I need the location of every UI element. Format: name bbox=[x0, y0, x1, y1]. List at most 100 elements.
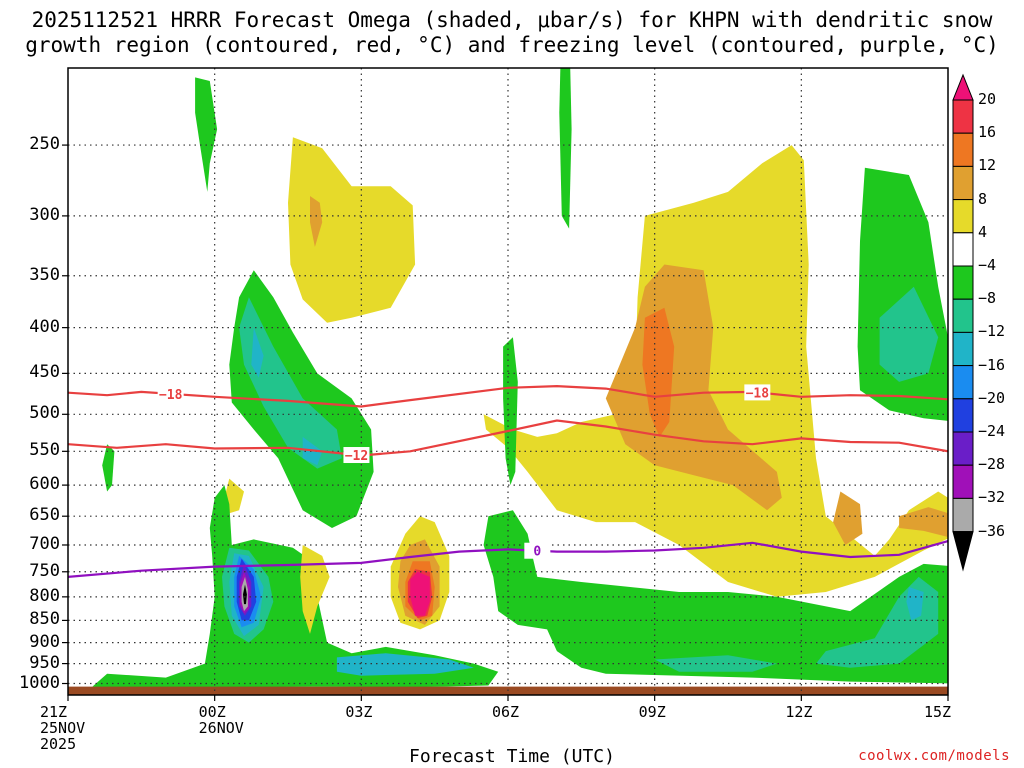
omega-region-29 bbox=[642, 307, 675, 437]
colorbar bbox=[952, 73, 974, 572]
x-tick-label: 03Z bbox=[345, 704, 372, 720]
y-tick-label: 250 bbox=[29, 134, 60, 155]
x-tick-time: 15Z bbox=[924, 703, 952, 721]
x-tick-time: 09Z bbox=[638, 703, 666, 721]
y-tick-label: 300 bbox=[29, 204, 60, 225]
colorbar-label: −24 bbox=[978, 422, 1006, 440]
contour-label-3: 0 bbox=[533, 545, 541, 560]
colorbar-swatch-4 bbox=[952, 199, 974, 234]
x-tick-time: 06Z bbox=[492, 703, 520, 721]
title-line-1: 2025112521 HRRR Forecast Omega (shaded, … bbox=[31, 8, 993, 32]
omega-region-24 bbox=[410, 571, 430, 616]
colorbar-label: 16 bbox=[978, 123, 997, 142]
colorbar-swatch-5 bbox=[952, 232, 974, 267]
omega-region-37 bbox=[559, 68, 572, 229]
colorbar-label: −36 bbox=[978, 521, 1006, 540]
grid-lines bbox=[68, 68, 948, 695]
contour-label-bg-3 bbox=[524, 542, 551, 559]
omega-region-33 bbox=[906, 587, 924, 621]
y-tick-label: 850 bbox=[29, 609, 60, 630]
omega-region-31 bbox=[654, 655, 777, 672]
y-tick-label: 350 bbox=[29, 264, 60, 285]
colorbar-label: −8 bbox=[978, 289, 997, 308]
x-tick-label: 15Z bbox=[924, 704, 951, 720]
x-tick-date: 2025 bbox=[40, 735, 77, 753]
x-axis-title: Forecast Time (UTC) bbox=[409, 746, 615, 767]
y-tick-label: 700 bbox=[29, 533, 60, 554]
y-tick-label: 400 bbox=[29, 316, 60, 337]
omega-region-36 bbox=[879, 286, 939, 382]
y-tick-label: 650 bbox=[29, 505, 60, 526]
omega-region-5 bbox=[251, 327, 264, 378]
colorbar-swatch-3 bbox=[952, 165, 974, 201]
plot-frame bbox=[62, 67, 949, 701]
x-tick-time: 12Z bbox=[785, 703, 813, 721]
omega-region-30 bbox=[483, 510, 948, 684]
colorbar-label: −4 bbox=[978, 256, 997, 274]
chart-title: 2025112521 HRRR Forecast Omega (shaded, … bbox=[0, 8, 1024, 58]
colorbar-swatch-1 bbox=[952, 99, 974, 134]
x-tick-date: 25NOV bbox=[40, 719, 86, 737]
omega-region-0 bbox=[195, 77, 218, 192]
x-tick-time: 21Z bbox=[40, 703, 68, 721]
isotherm-contours: −18 −18 −12 0 bbox=[68, 384, 948, 578]
x-tick-time: 03Z bbox=[345, 703, 373, 721]
contour-0 bbox=[68, 384, 948, 408]
y-tick-label: 1000 bbox=[19, 672, 60, 693]
colorbar-swatch-10 bbox=[952, 398, 974, 433]
y-tick-label: 750 bbox=[29, 560, 60, 581]
x-tick-time: 00Z bbox=[198, 703, 226, 721]
contour-label-bg-0 bbox=[157, 385, 184, 402]
colorbar-label: −20 bbox=[978, 388, 1006, 407]
colorbar-swatch-0 bbox=[952, 73, 974, 101]
omega-region-34 bbox=[503, 337, 518, 486]
y-tick-label: 550 bbox=[29, 440, 60, 461]
x-tick-label: 12Z bbox=[785, 704, 812, 720]
x-tick-date: 26NOV bbox=[198, 719, 244, 737]
contour-2 bbox=[68, 540, 948, 578]
colorbar-label: 8 bbox=[978, 189, 988, 208]
colorbar-label: −32 bbox=[978, 488, 1006, 507]
colorbar-swatch-9 bbox=[952, 365, 974, 400]
omega-shading bbox=[92, 68, 948, 690]
omega-region-28 bbox=[899, 507, 948, 537]
colorbar-swatch-2 bbox=[952, 132, 974, 167]
colorbar-swatch-11 bbox=[952, 431, 974, 466]
colorbar-label: 4 bbox=[978, 222, 988, 241]
contour-1 bbox=[68, 419, 948, 457]
colorbar-swatch-12 bbox=[952, 464, 974, 499]
omega-region-7 bbox=[102, 444, 115, 492]
omega-region-17 bbox=[243, 584, 247, 605]
contour-label-1: −18 bbox=[746, 386, 770, 401]
contour-label-0: −18 bbox=[159, 388, 183, 403]
y-tick-label: 800 bbox=[29, 585, 60, 606]
omega-region-1 bbox=[288, 137, 416, 323]
title-line-2: growth region (contoured, red, °C) and f… bbox=[25, 33, 999, 57]
x-tick-label: 21Z 25NOV 2025 bbox=[40, 704, 85, 752]
omega-region-2 bbox=[310, 196, 323, 247]
contour-label-bg-1 bbox=[744, 384, 771, 401]
y-tick-label: 900 bbox=[29, 631, 60, 652]
colorbar-swatch-13 bbox=[952, 497, 974, 533]
credit-text: coolwx.com/models bbox=[858, 748, 1010, 764]
x-tick-label: 06Z bbox=[492, 704, 519, 720]
colorbar-label: −12 bbox=[978, 322, 1006, 341]
omega-region-4 bbox=[239, 297, 342, 469]
colorbar-label: 12 bbox=[978, 156, 997, 175]
y-tick-label: 600 bbox=[29, 474, 60, 495]
colorbar-label: −28 bbox=[978, 455, 1006, 474]
colorbar-label: −16 bbox=[978, 355, 1006, 374]
colorbar-swatch-14 bbox=[952, 531, 974, 572]
colorbar-swatch-8 bbox=[952, 331, 974, 367]
omega-region-18 bbox=[300, 545, 330, 634]
colorbar-label: 20 bbox=[978, 90, 997, 108]
x-tick-label: 09Z bbox=[639, 704, 666, 720]
contour-label-2: −12 bbox=[345, 449, 368, 464]
colorbar-swatch-6 bbox=[952, 265, 974, 300]
omega-region-19 bbox=[336, 653, 474, 676]
colorbar-swatch-7 bbox=[952, 298, 974, 333]
x-tick-label: 00Z 26NOV bbox=[199, 704, 244, 736]
y-tick-label: 450 bbox=[29, 362, 60, 383]
contour-label-bg-2 bbox=[343, 447, 370, 464]
